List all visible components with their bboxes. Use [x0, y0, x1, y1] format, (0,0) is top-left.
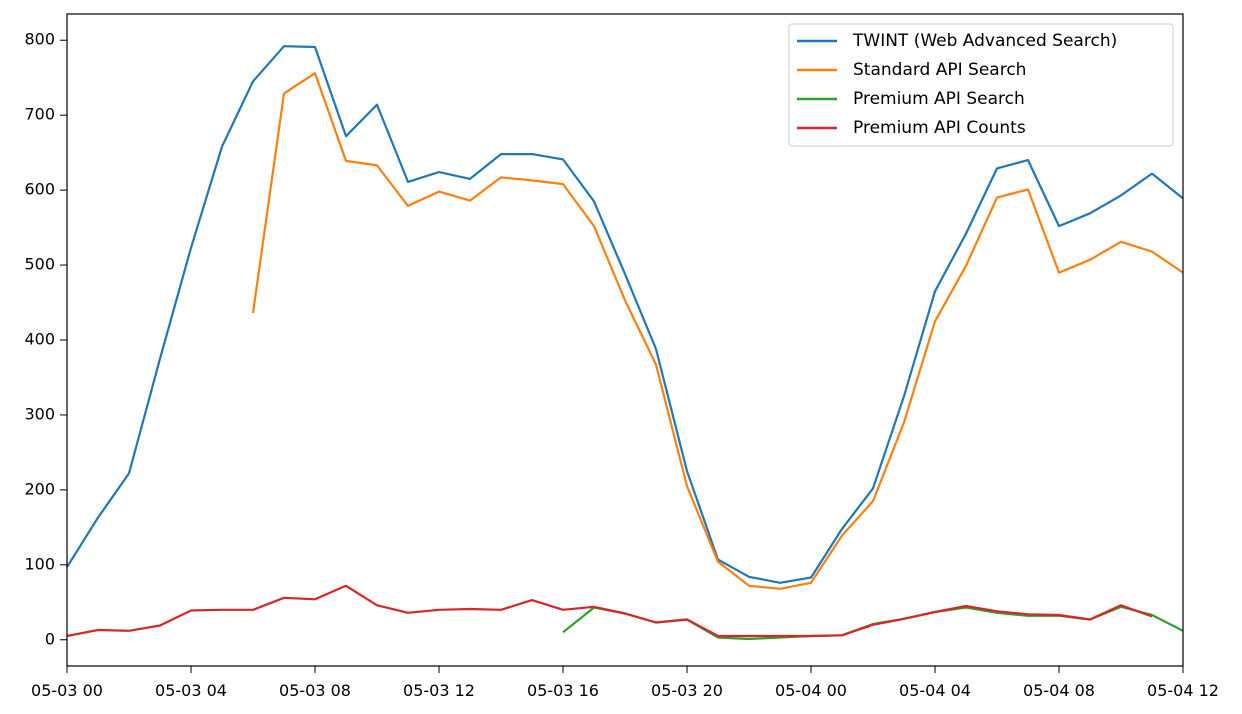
y-tick-label: 400 — [24, 330, 55, 349]
x-axis: 05-03 00 05-03 04 05-03 08 05-03 12 05-03 16… — [31, 666, 1219, 700]
series-line-1 — [251, 72, 1184, 590]
legend-label-1: Standard API Search — [853, 60, 1026, 80]
series-lines — [66, 45, 1184, 641]
x-tick-label: 05-04 08 — [1023, 681, 1095, 700]
legend-box — [788, 23, 1174, 147]
legend: TWINT (Web Advanced Search) Standard API … — [788, 23, 1174, 147]
y-tick-label: 800 — [24, 30, 55, 49]
series-line-3 — [66, 584, 1153, 638]
legend-label-3: Premium API Counts — [853, 118, 1026, 138]
x-tick-label: 05-03 12 — [403, 681, 475, 700]
y-tick-label: 600 — [24, 180, 55, 199]
x-tick-label: 05-03 16 — [527, 681, 599, 700]
x-tick-label: 05-03 04 — [155, 681, 227, 700]
y-tick-label: 500 — [24, 255, 55, 274]
series-line-0 — [66, 45, 1184, 584]
y-tick-label: 300 — [24, 404, 55, 423]
x-tick-label: 05-03 20 — [651, 681, 723, 700]
y-tick-label: 200 — [24, 479, 55, 498]
legend-label-0: TWINT (Web Advanced Search) — [852, 31, 1117, 51]
x-tick-label: 05-04 12 — [1147, 681, 1219, 700]
y-tick-label: 700 — [24, 105, 55, 124]
x-tick-label: 05-03 00 — [31, 681, 103, 700]
x-tick-label: 05-04 00 — [775, 681, 847, 700]
y-axis: 0 100 200 300 400 500 600 700 800 — [24, 30, 67, 648]
y-tick-label: 0 — [45, 629, 55, 648]
y-tick-label: 100 — [24, 554, 55, 573]
x-tick-label: 05-03 08 — [279, 681, 351, 700]
legend-label-2: Premium API Search — [853, 89, 1025, 109]
x-tick-label: 05-04 04 — [899, 681, 971, 700]
